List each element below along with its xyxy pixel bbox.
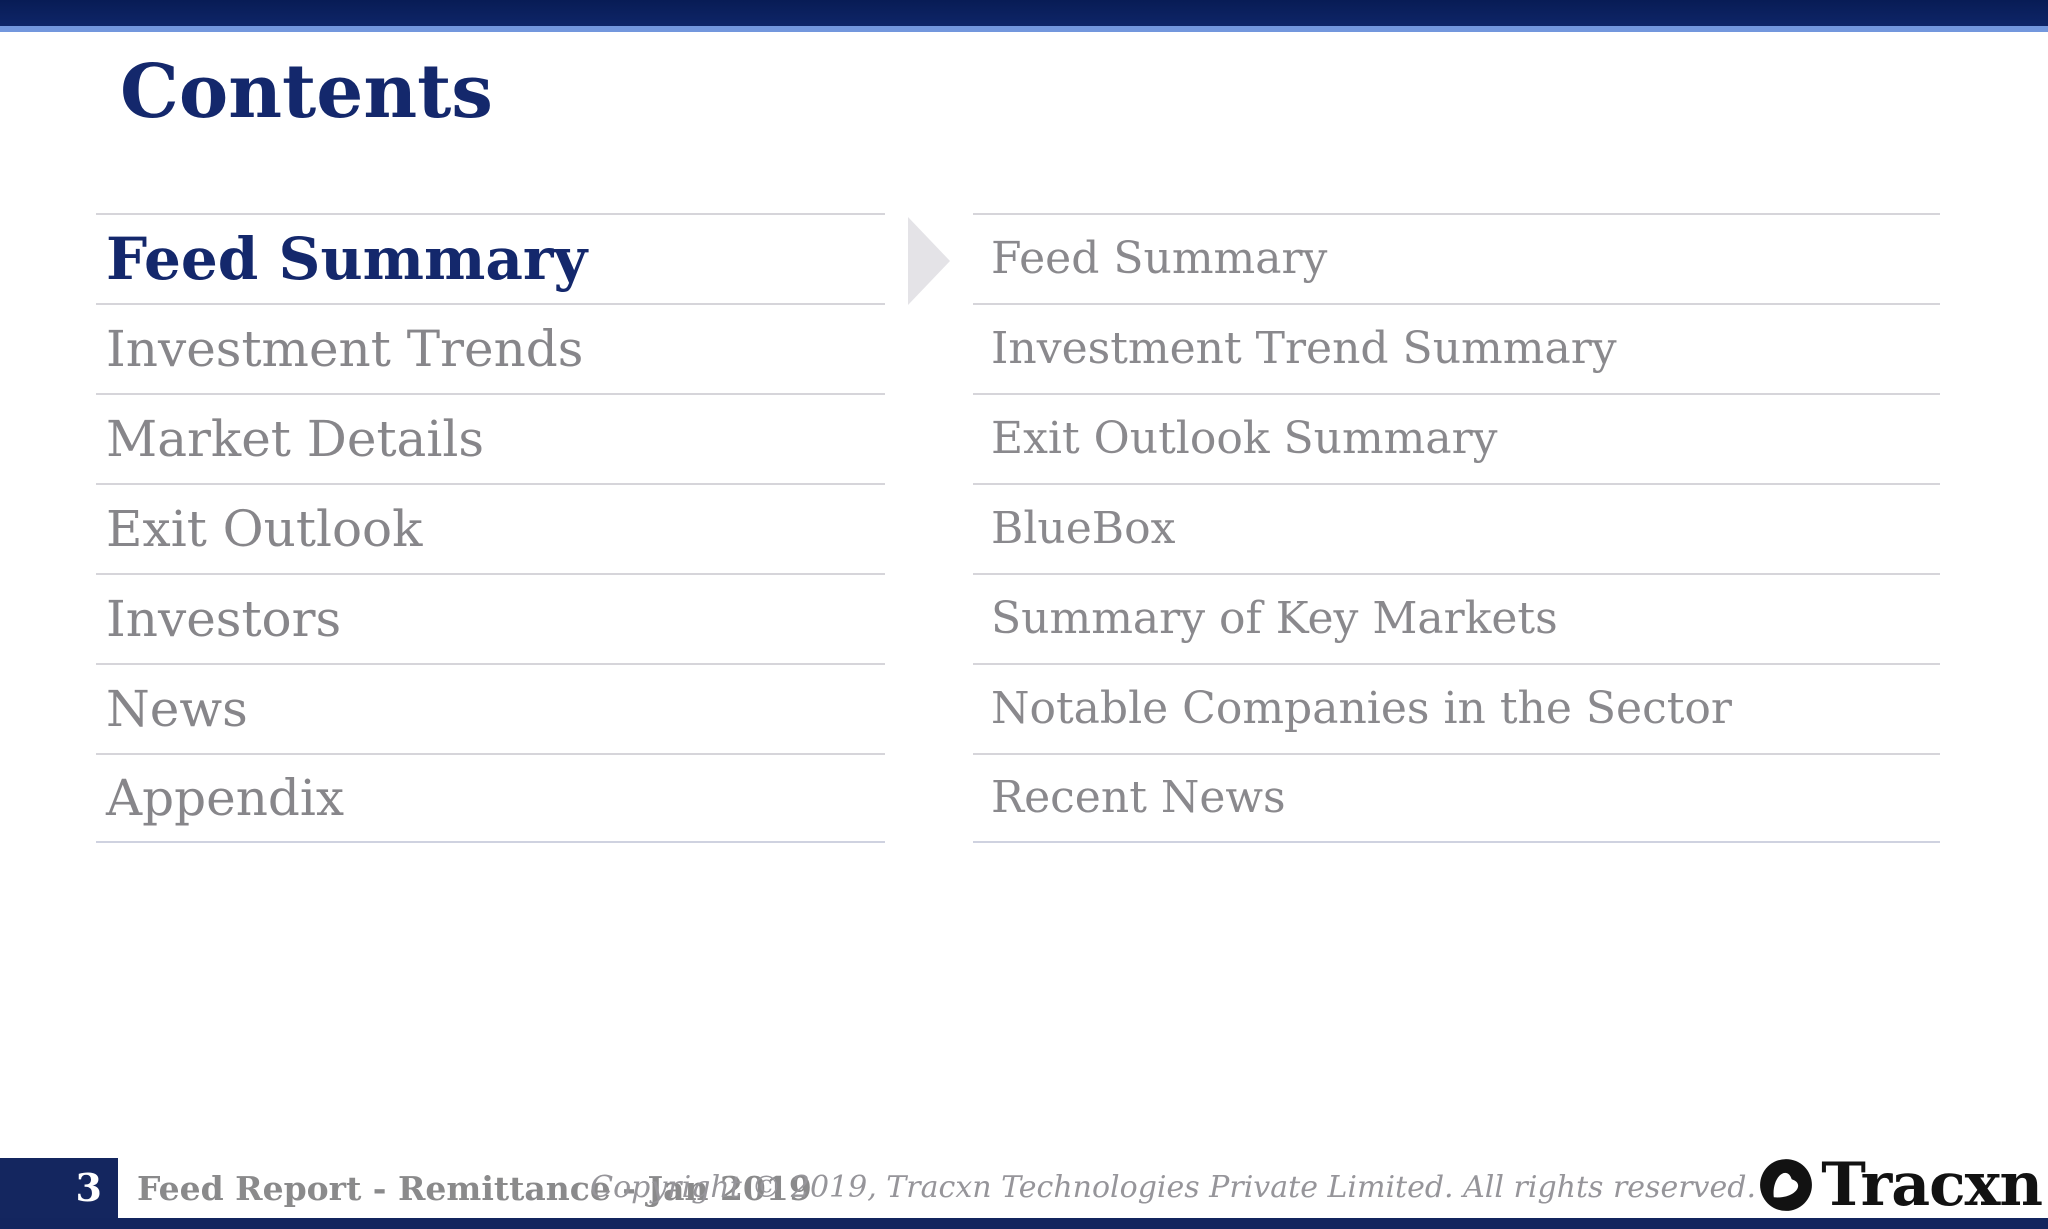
tracxn-logo-text: Tracxn <box>1821 1150 2043 1220</box>
toc-subsection-item[interactable]: Investment Trend Summary <box>973 303 1940 393</box>
toc-subsection-item[interactable]: Exit Outlook Summary <box>973 393 1940 483</box>
report-title: Feed Report - Remittance - Jan 2019 <box>137 1168 812 1208</box>
toc-subsection-item-label: Summary of Key Markets <box>991 593 1558 644</box>
toc-section-item[interactable]: Exit Outlook <box>96 483 885 573</box>
toc-subsection-item[interactable]: Summary of Key Markets <box>973 573 1940 663</box>
toc-section-item[interactable]: News <box>96 663 885 753</box>
toc-subsection-item-label: Exit Outlook Summary <box>991 413 1498 464</box>
bottom-bar <box>0 1218 2048 1229</box>
page-number-box: 3 <box>0 1158 118 1218</box>
toc-subsection-item-label: Feed Summary <box>991 233 1328 284</box>
toc-subsection-item-label: BlueBox <box>991 503 1176 554</box>
toc-subsection-item-label: Notable Companies in the Sector <box>991 683 1732 734</box>
toc-section-item-label: Investment Trends <box>106 320 584 378</box>
toc-section-item[interactable]: Feed Summary <box>96 213 885 303</box>
top-bar <box>0 0 2048 26</box>
toc-subsection-item[interactable]: Recent News <box>973 753 1940 843</box>
toc-section-item-label: News <box>106 680 248 738</box>
toc-subsection-item-label: Investment Trend Summary <box>991 323 1617 374</box>
tracxn-logo: Tracxn <box>1759 1150 2043 1220</box>
toc-section-item-label: Exit Outlook <box>106 500 423 558</box>
toc-section-item[interactable]: Investors <box>96 573 885 663</box>
active-section-arrow-icon <box>908 217 950 305</box>
toc-section-item-label: Market Details <box>106 410 485 468</box>
toc-section-item[interactable]: Investment Trends <box>96 303 885 393</box>
toc-section-item-label: Investors <box>106 590 342 648</box>
toc-subsection-item-label: Recent News <box>991 772 1286 823</box>
toc-subsection-item[interactable]: BlueBox <box>973 483 1940 573</box>
toc-subsection-item[interactable]: Notable Companies in the Sector <box>973 663 1940 753</box>
toc-subsection-item[interactable]: Feed Summary <box>973 213 1940 303</box>
toc-section-item-label: Feed Summary <box>106 225 588 293</box>
toc-sections-list: Feed Summary Investment Trends Market Deta… <box>96 213 885 843</box>
page-title: Contents <box>120 49 493 135</box>
page-number: 3 <box>75 1165 102 1210</box>
top-accent-line <box>0 26 2048 32</box>
toc-subsections-list: Feed Summary Investment Trend Summary Exit… <box>973 213 1940 843</box>
toc-section-item-label: Appendix <box>106 769 345 827</box>
toc-section-item[interactable]: Appendix <box>96 753 885 843</box>
toc-section-item[interactable]: Market Details <box>96 393 885 483</box>
copyright-text: Copyright © 2019, Tracxn Technologies Pr… <box>590 1170 1756 1205</box>
tracxn-logo-icon <box>1760 1159 1813 1211</box>
